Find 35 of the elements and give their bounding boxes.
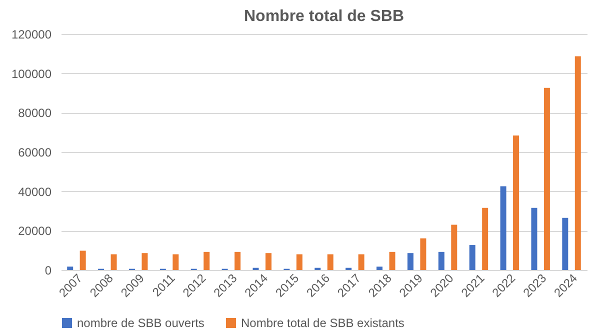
y-tick-label: 0 <box>44 264 52 278</box>
bar <box>407 253 414 270</box>
chart-title: Nombre total de SBB <box>244 8 404 25</box>
bar <box>172 254 179 270</box>
bar <box>80 250 86 270</box>
bar <box>234 252 241 270</box>
bar <box>389 252 396 270</box>
bar <box>265 253 272 270</box>
y-tick-label: 120000 <box>11 28 52 42</box>
bar <box>438 252 444 270</box>
bar <box>562 218 568 270</box>
bar <box>469 245 476 270</box>
bar <box>142 253 148 270</box>
bar <box>500 186 506 270</box>
bar <box>296 254 302 270</box>
bar <box>110 254 117 270</box>
bar <box>531 208 538 270</box>
bar <box>327 254 334 270</box>
y-tick-label: 20000 <box>18 224 52 238</box>
bar <box>376 266 383 270</box>
y-tick-label: 60000 <box>18 146 52 160</box>
y-tick-label: 100000 <box>11 66 52 81</box>
bar <box>544 88 550 270</box>
bar <box>574 56 581 270</box>
bar <box>420 238 426 270</box>
bar <box>67 266 74 270</box>
y-tick-label: 80000 <box>18 106 52 120</box>
bar <box>358 254 364 270</box>
bar <box>482 208 488 270</box>
legend-label: Nombre total de SBB existants <box>241 316 404 330</box>
legend-label: nombre de SBB ouverts <box>77 316 204 330</box>
y-tick-label: 40000 <box>18 184 52 199</box>
bar <box>513 135 520 270</box>
bar <box>204 252 210 270</box>
bar <box>451 224 458 270</box>
